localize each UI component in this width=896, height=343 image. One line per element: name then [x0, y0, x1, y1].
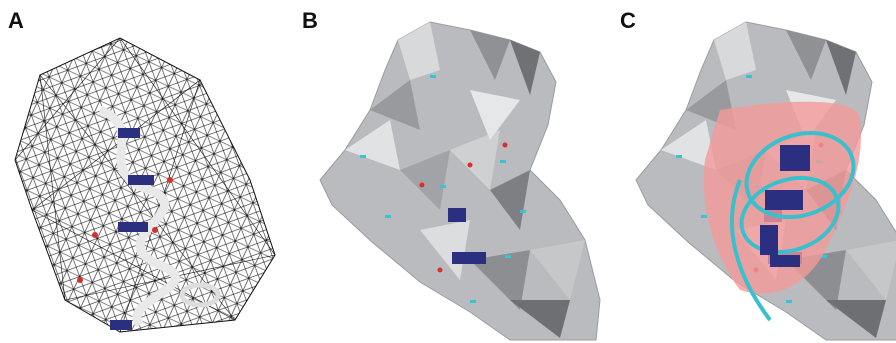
panel-label: A: [8, 8, 24, 33]
figure: A B C: [0, 0, 896, 343]
surface-view: [320, 22, 600, 340]
surface-with-dna: [636, 22, 896, 340]
panel-label: C: [620, 8, 636, 33]
mesh-view: [15, 38, 275, 332]
panel-label: B: [302, 8, 318, 33]
